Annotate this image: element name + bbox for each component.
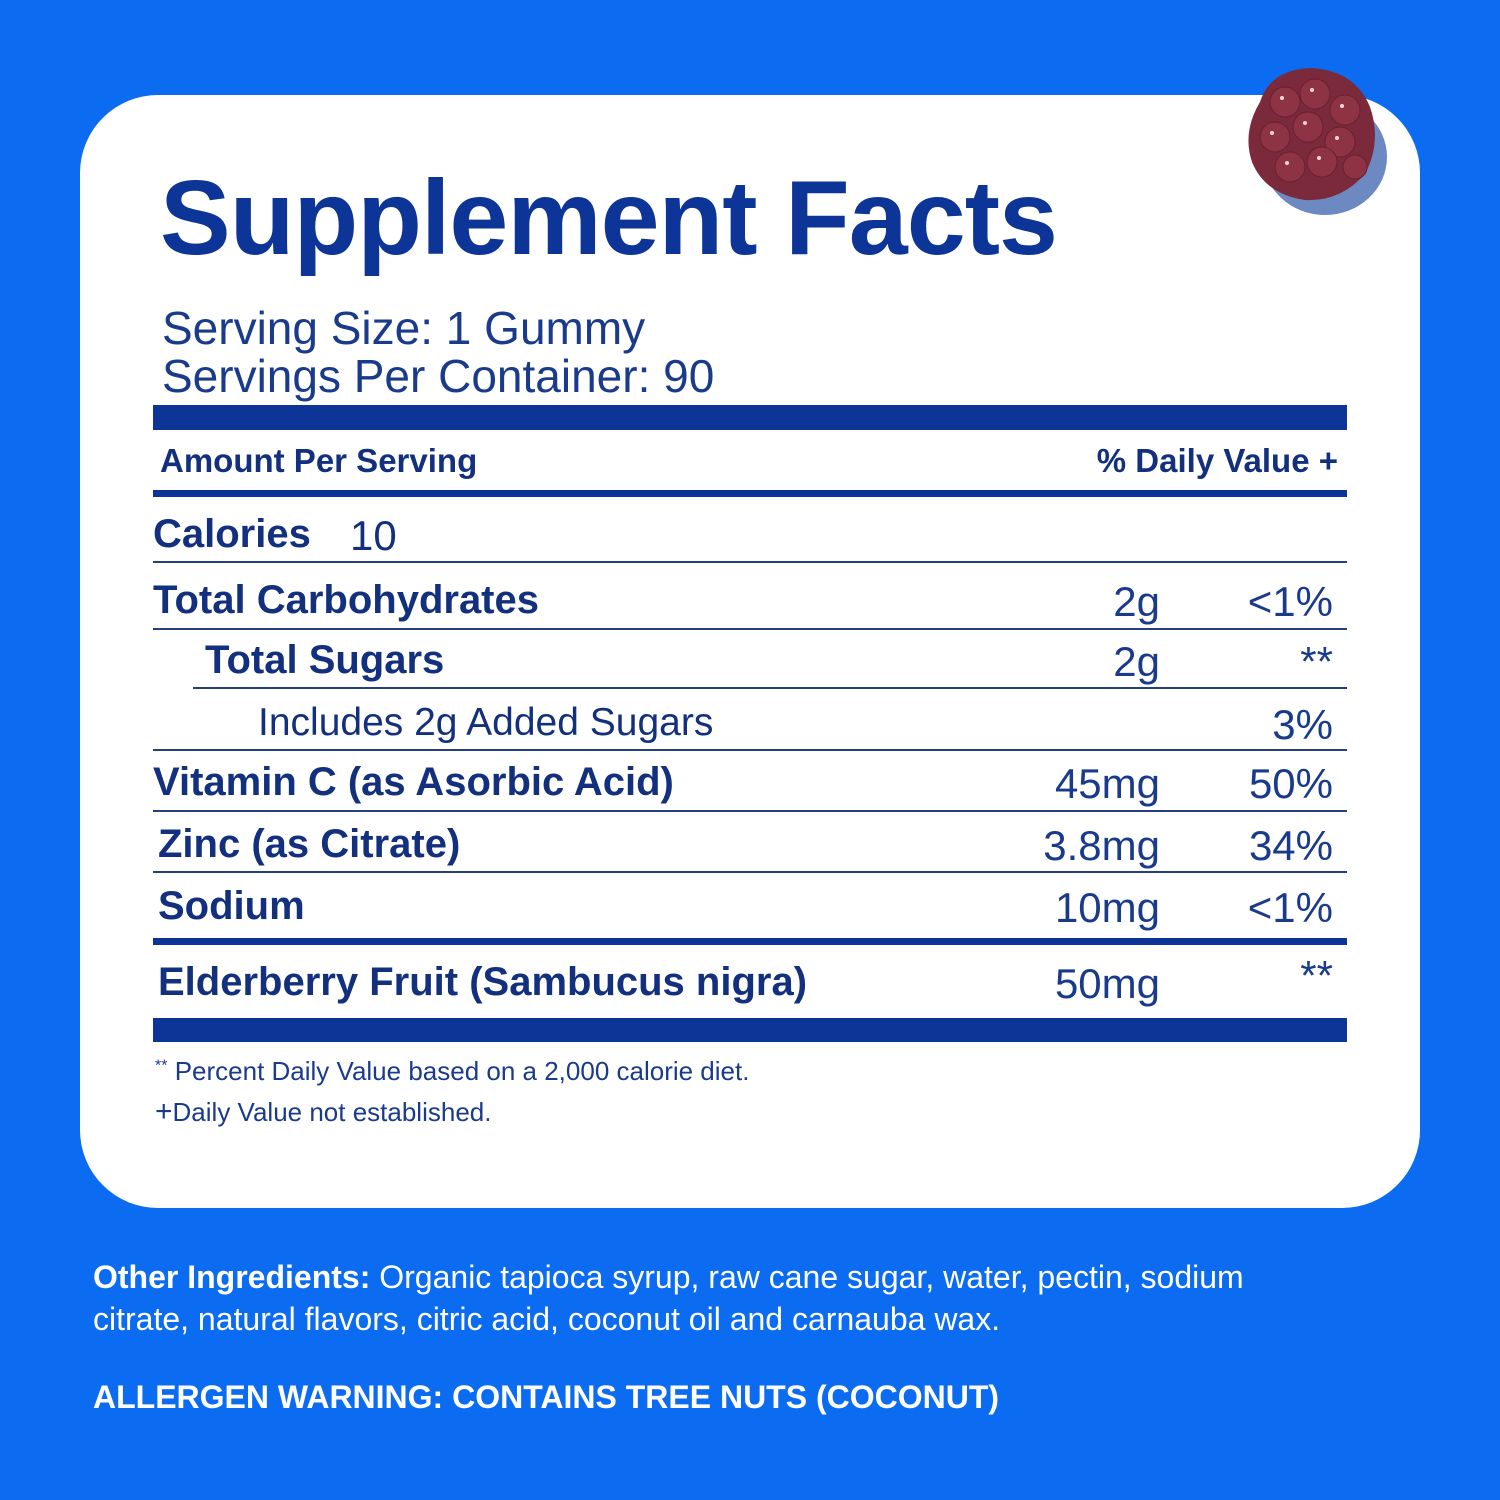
divider bbox=[153, 628, 1347, 630]
thick-divider bbox=[153, 1018, 1347, 1042]
table-row: Total Carbohydrates 2g <1% bbox=[0, 578, 1500, 628]
footnote-text: Percent Daily Value based on a 2,000 cal… bbox=[174, 1056, 750, 1086]
footnote-mark: + bbox=[155, 1095, 173, 1128]
servings-per-container: Servings Per Container: 90 bbox=[162, 350, 715, 402]
footnote-mark: ** bbox=[155, 1057, 168, 1075]
nutrient-dv: <1% bbox=[1247, 578, 1333, 625]
nutrient-name: Total Sugars bbox=[205, 638, 445, 682]
divider bbox=[153, 871, 1347, 873]
table-row: Sodium 10mg <1% bbox=[0, 884, 1500, 934]
header-daily-value: % Daily Value + bbox=[1096, 442, 1338, 479]
serving-size: Serving Size: 1 Gummy bbox=[162, 302, 646, 354]
divider bbox=[153, 490, 1347, 497]
ingredients-label: Other Ingredients: bbox=[93, 1259, 371, 1295]
allergen-warning: ALLERGEN WARNING: CONTAINS TREE NUTS (CO… bbox=[93, 1379, 1000, 1415]
divider bbox=[153, 938, 1347, 945]
header-amount: Amount Per Serving bbox=[160, 442, 478, 479]
nutrient-name: Zinc (as Citrate) bbox=[158, 822, 461, 866]
nutrient-amount: 3.8mg bbox=[1043, 822, 1160, 869]
nutrient-name: Sodium bbox=[158, 884, 305, 928]
other-ingredients: Other Ingredients: Organic tapioca syrup… bbox=[93, 1256, 1293, 1340]
nutrient-amount: 45mg bbox=[1054, 760, 1160, 807]
nutrient-name: Vitamin C (as Asorbic Acid) bbox=[153, 760, 674, 804]
page-title: Supplement Facts bbox=[160, 159, 1058, 277]
nutrient-amount: 50mg bbox=[1054, 960, 1160, 1007]
table-row: Elderberry Fruit (Sambucus nigra) 50mg *… bbox=[0, 952, 1500, 1010]
divider bbox=[153, 749, 1347, 751]
nutrient-dv: 34% bbox=[1248, 822, 1333, 869]
nutrient-dv: <1% bbox=[1247, 884, 1333, 931]
nutrient-dv: ** bbox=[1300, 638, 1333, 685]
table-row: Vitamin C (as Asorbic Acid) 45mg 50% bbox=[0, 760, 1500, 810]
footnote-daily-value: ** Percent Daily Value based on a 2,000 … bbox=[155, 1056, 749, 1087]
ingredients-text: Organic tapioca syrup, raw cane sugar, w… bbox=[93, 1259, 1244, 1337]
calories-value: 10 bbox=[350, 512, 397, 559]
nutrient-name: Elderberry Fruit (Sambucus nigra) bbox=[158, 960, 808, 1004]
footnote-not-established: +Daily Value not established. bbox=[155, 1095, 491, 1129]
nutrient-amount: 10mg bbox=[1054, 884, 1160, 931]
thick-divider bbox=[153, 405, 1347, 430]
nutrient-amount: 2g bbox=[1113, 638, 1160, 685]
divider bbox=[153, 810, 1347, 812]
nutrient-dv: 3% bbox=[1272, 701, 1333, 748]
footnote-text: Daily Value not established. bbox=[172, 1097, 492, 1127]
divider bbox=[193, 687, 1347, 689]
nutrient-name: Total Carbohydrates bbox=[153, 578, 539, 622]
table-row: Includes 2g Added Sugars 3% bbox=[0, 701, 1500, 751]
nutrient-amount: 2g bbox=[1113, 578, 1160, 625]
nutrient-dv: 50% bbox=[1248, 760, 1333, 807]
calories-row: Calories 10 bbox=[0, 512, 1500, 562]
divider bbox=[153, 561, 1347, 563]
table-row: Total Sugars 2g ** bbox=[0, 638, 1500, 688]
calories-label: Calories bbox=[153, 512, 311, 556]
elderberry-gummy-image bbox=[1248, 68, 1387, 215]
nutrient-name: Includes 2g Added Sugars bbox=[258, 701, 714, 744]
nutrient-dv: ** bbox=[1300, 952, 1333, 999]
table-row: Zinc (as Citrate) 3.8mg 34% bbox=[0, 822, 1500, 872]
